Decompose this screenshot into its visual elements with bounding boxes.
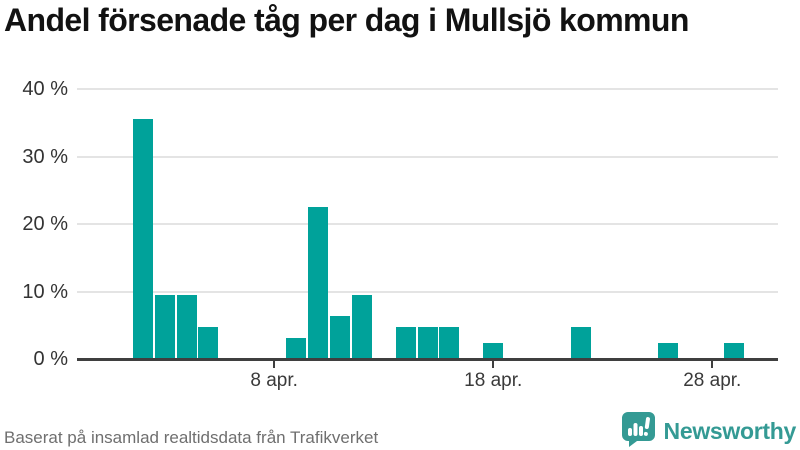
bar	[154, 294, 175, 359]
newsworthy-logo-icon	[621, 411, 656, 450]
x-axis-tick-label: 8 apr.	[250, 370, 298, 391]
y-axis-tick-label: 10 %	[22, 280, 68, 303]
x-axis-tick	[273, 360, 276, 368]
bar	[724, 343, 745, 359]
bar	[307, 207, 328, 359]
bar	[417, 326, 438, 359]
bar	[439, 326, 460, 359]
gridline	[77, 290, 778, 293]
newsworthy-wordmark: Newsworthy	[663, 417, 797, 444]
gridline	[77, 155, 778, 158]
x-axis-tick-label: 18 apr.	[464, 370, 523, 391]
bar	[395, 326, 416, 359]
bar	[570, 326, 591, 359]
bar	[351, 294, 372, 359]
x-axis-tick-label: 28 apr.	[683, 370, 742, 391]
x-axis-line	[77, 357, 778, 361]
x-axis-tick	[711, 360, 714, 368]
bar	[198, 326, 219, 359]
y-axis-tick-label: 0 %	[33, 348, 68, 370]
bar	[132, 119, 153, 359]
newsworthy-logo: Newsworthy	[621, 411, 797, 450]
bar	[176, 294, 197, 359]
x-axis-tick	[492, 360, 495, 368]
gridline	[77, 88, 778, 90]
page-title: Andel försenade tåg per dag i Mullsjö ko…	[4, 2, 689, 38]
y-axis-tick-label: 20 %	[22, 213, 68, 235]
y-axis-tick-label: 40 %	[22, 78, 68, 100]
bar	[483, 343, 504, 359]
y-axis-tick-label: 30 %	[22, 145, 68, 168]
gridline	[77, 223, 778, 225]
bar	[658, 343, 679, 359]
source-note: Baserat på insamlad realtidsdata från Tr…	[4, 428, 379, 447]
bar	[329, 315, 350, 359]
bar	[286, 338, 307, 359]
